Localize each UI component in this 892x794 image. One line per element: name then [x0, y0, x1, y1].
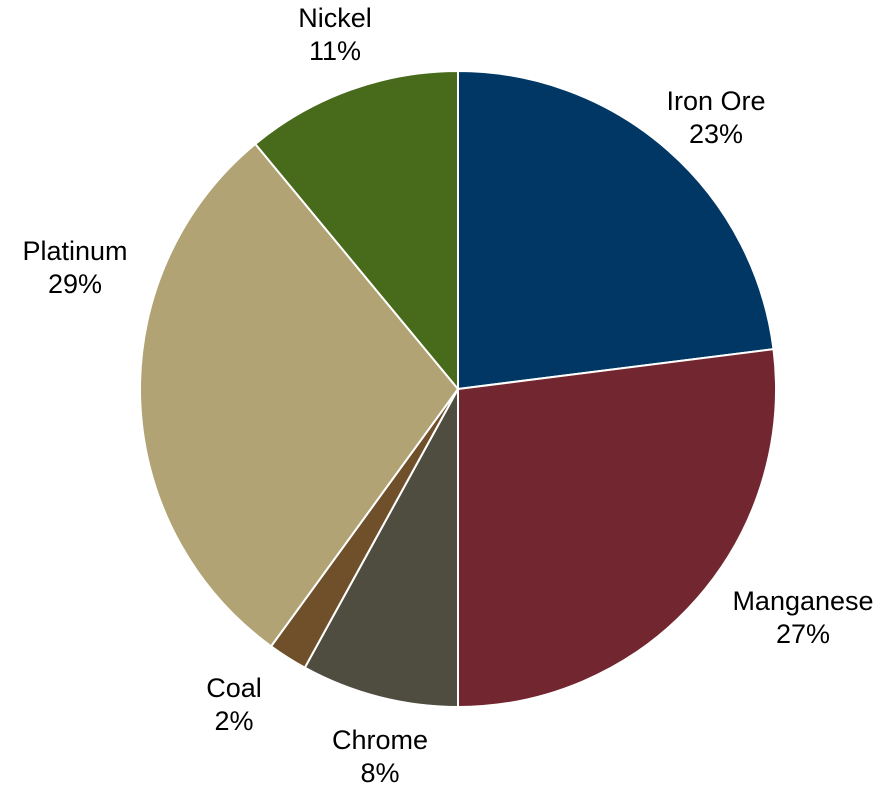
pie-slice-chrome: [303, 388, 459, 708]
slice-percent: 23%: [689, 119, 743, 149]
slice-percent: 2%: [214, 706, 253, 736]
slice-label-manganese: Manganese 27%: [732, 586, 873, 649]
slice-percent: 29%: [48, 269, 102, 299]
slice-name: Manganese: [732, 586, 873, 616]
slice-label-chrome: Chrome 8%: [332, 725, 428, 788]
slice-label-iron-ore: Iron Ore 23%: [666, 86, 765, 149]
slice-name: Platinum: [22, 236, 127, 266]
pie-slice-nickel: [254, 70, 459, 390]
pie-slice-manganese: [457, 348, 777, 708]
slice-name: Coal: [206, 673, 262, 703]
slice-name: Chrome: [332, 725, 428, 755]
slice-percent: 8%: [360, 758, 399, 788]
slice-label-nickel: Nickel 11%: [298, 3, 372, 66]
slice-name: Iron Ore: [666, 86, 765, 116]
slice-percent: 27%: [776, 619, 830, 649]
slice-percent: 11%: [309, 36, 361, 66]
slice-label-platinum: Platinum 29%: [22, 236, 127, 299]
slice-label-coal: Coal 2%: [206, 673, 262, 736]
pie-slice-iron-ore: [457, 70, 775, 390]
slice-labels: Iron Ore 23% Manganese 27% Chrome 8% Coal 2% Pla…: [22, 3, 873, 788]
pie-slices: [139, 70, 777, 708]
slice-name: Nickel: [298, 3, 372, 33]
pie-slice-platinum: [139, 142, 459, 648]
